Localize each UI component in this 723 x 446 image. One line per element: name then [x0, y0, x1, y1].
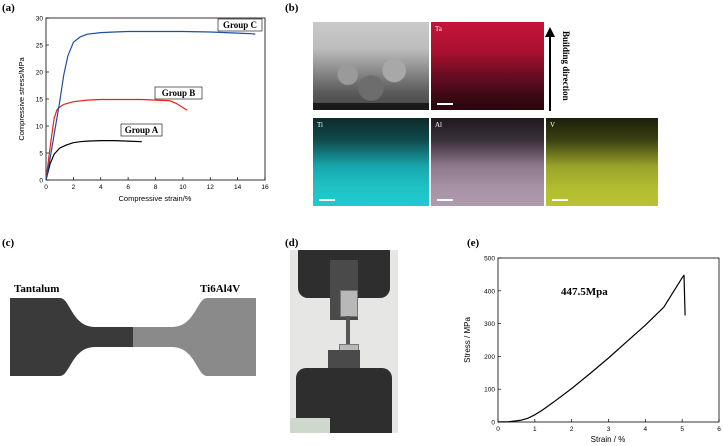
sem-image: [313, 22, 429, 110]
ti6al4v-part: [133, 298, 256, 376]
panel-label-c: (c): [2, 237, 15, 249]
chart-a-y-tick-label: 10: [36, 124, 44, 131]
tantalum-label: Tantalum: [14, 283, 59, 295]
ti-map-label: Ti: [317, 121, 323, 129]
chart-a-series-line-group-c: [45, 30, 256, 181]
al-scalebar: [437, 199, 453, 201]
chart-e-ylabel: Stress / MPa: [463, 317, 472, 363]
chart-e-x-tick-label: 2: [570, 426, 574, 433]
chart-a-y-ticks: 0 5 10 15 20 25 30: [36, 16, 49, 185]
group-a-annotation: Group A: [120, 123, 163, 137]
chart-e-y-tick-label: 0: [491, 420, 495, 427]
group-a-label: Group A: [125, 125, 159, 135]
al-map: Al: [431, 118, 544, 206]
chart-e-x-tick-label: 1: [533, 426, 537, 433]
chart-e-y-tick-label: 200: [484, 354, 495, 361]
chart-a-x-tick-label: 2: [72, 184, 76, 191]
chart-e-y-tick-label: 100: [484, 387, 495, 394]
chart-a-y-tick-label: 15: [36, 97, 44, 104]
chart-e-y-tick-label: 400: [484, 288, 495, 295]
v-scalebar: [552, 199, 568, 201]
chart-e-series-line-0: [497, 274, 686, 423]
chart-a-x-ticks: 0 2 4 6 8 10 12 14 16: [44, 177, 269, 191]
v-map: V: [546, 118, 658, 206]
ta-scalebar: [437, 103, 453, 105]
chart-a-y-tick-label: 30: [36, 16, 44, 23]
ta-map: Ta: [431, 22, 544, 110]
panel-label-a: (a): [2, 2, 15, 14]
chart-e-x-tick-label: 5: [680, 426, 684, 433]
al-map-label: Al: [435, 121, 442, 129]
group-a-box: [120, 123, 163, 137]
chart-a-y-tick-label: 25: [36, 43, 44, 50]
ti-scalebar: [319, 199, 335, 201]
chart-a-ylabel: Compressive stress/MPa: [17, 56, 26, 140]
chart-a-x-tick-label: 6: [126, 184, 130, 191]
chart-e-y-tick-label: 500: [484, 256, 495, 263]
tantalum-part: [10, 298, 133, 376]
chart-a-axes: 0 2 4 6 8 10 12 14 16 0 5 10 15 20 25 30: [36, 16, 269, 192]
ti-map: Ti: [313, 118, 429, 206]
chart-a-x-tick-label: 0: [44, 184, 48, 191]
panel-label-e: (e): [467, 237, 480, 249]
building-direction-arrow: Building direction: [545, 27, 571, 111]
panel-label-d: (d): [285, 237, 299, 249]
chart-a-x-tick-label: 16: [261, 184, 269, 191]
ta-map-label: Ta: [435, 25, 442, 33]
chart-e-annotation: 447.5Mpa: [561, 286, 608, 298]
chart-a-x-tick-label: 8: [154, 184, 158, 191]
eds-panel: Ta Ti Al V: [313, 22, 658, 206]
chart-e-x-tick-label: 4: [644, 426, 648, 433]
chart-e-y-tick-label: 300: [484, 321, 495, 328]
chart-e-frame: [497, 257, 720, 423]
chart-a-x-tick-label: 4: [99, 184, 103, 191]
chart-a-y-tick-label: 20: [36, 70, 44, 77]
group-b-annotation: Group B: [154, 86, 203, 100]
chart-e-y-ticks: 0 100 200 300 400 500: [484, 256, 501, 427]
group-c-label: Group C: [223, 20, 257, 30]
panel-label-b: (b): [285, 2, 299, 14]
chart-e-axes: 0 1 2 3 4 5 6 0 100 200 300 400 500: [484, 256, 721, 434]
chart-e-xlabel: Strain / %: [591, 435, 626, 444]
chart-a-series: [45, 30, 256, 181]
chart-e-x-tick-label: 0: [496, 426, 500, 433]
ti6al4v-label: Ti6Al4V: [200, 283, 240, 295]
group-b-box: [154, 86, 203, 100]
group-c-annotation: Group C: [217, 18, 263, 32]
chart-a: 0 2 4 6 8 10 12 14 16 0 5 10 15 20 25 30 Compressive s…: [17, 16, 269, 204]
v-map-label: V: [550, 121, 556, 129]
chart-e-x-ticks: 0 1 2 3 4 5 6: [496, 419, 721, 433]
chart-e: 0 1 2 3 4 5 6 0 100 200 300 400 500 447.5Mpa Strain…: [463, 256, 721, 445]
chart-e-x-tick-label: 6: [717, 426, 721, 433]
chart-a-series-line-group-b: [45, 98, 188, 181]
chart-a-y-tick-label: 5: [39, 151, 43, 158]
chart-a-x-tick-label: 12: [207, 184, 215, 191]
chart-e-x-tick-label: 3: [607, 426, 611, 433]
tensile-test-photo: [290, 250, 398, 433]
chart-a-x-tick-label: 10: [179, 184, 187, 191]
chart-a-xlabel: Compressive strain/%: [119, 194, 192, 203]
arrow-head: [545, 27, 555, 37]
chart-a-x-tick-label: 14: [234, 184, 242, 191]
group-b-label: Group B: [162, 88, 196, 98]
building-direction-label: Building direction: [561, 31, 571, 101]
chart-a-series-line-group-a: [45, 140, 142, 181]
chart-a-y-tick-label: 0: [39, 178, 43, 185]
chart-e-series: [497, 274, 686, 423]
specimen-schematic: Tantalum Ti6Al4V: [10, 283, 256, 376]
group-c-box: [217, 18, 263, 32]
